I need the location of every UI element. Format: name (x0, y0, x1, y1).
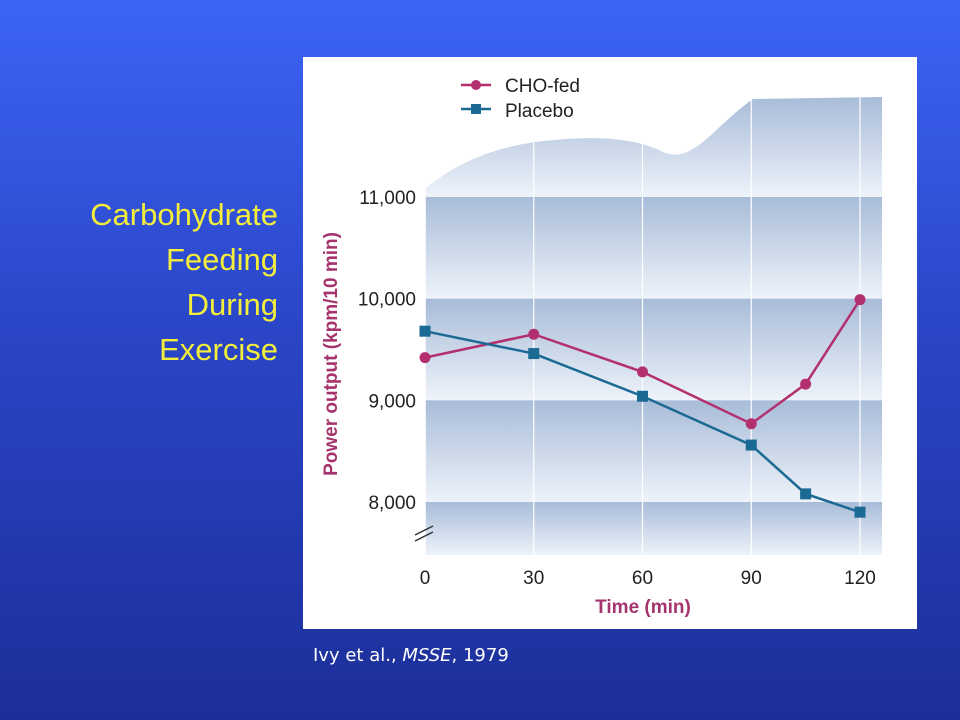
data-point-placebo (745, 439, 757, 451)
data-point-placebo (528, 348, 540, 360)
axis-break-icon (414, 525, 434, 542)
gridlines (424, 97, 861, 555)
data-point-cho-fed (419, 352, 431, 364)
plot-top-band (425, 97, 882, 197)
data-point-cho-fed (800, 378, 812, 390)
title-line: During (186, 287, 278, 322)
x-tick-label: 0 (420, 568, 431, 589)
legend-marker-cho-fed (471, 80, 481, 90)
x-axis-label: Time (min) (595, 597, 691, 618)
data-point-cho-fed (637, 366, 648, 378)
tick-labels: 8,000 9,000 10,000 11,000 0 30 60 90 120 (358, 188, 876, 589)
data-point-cho-fed (528, 328, 540, 340)
series-line-placebo (424, 329, 861, 514)
citation-authors: Ivy et al., (313, 645, 403, 666)
citation: Ivy et al., MSSE, 1979 (313, 645, 509, 666)
series-line-cho-fed (424, 299, 862, 426)
legend-marker-placebo (471, 104, 481, 114)
plot-band (425, 502, 882, 555)
plot-band (425, 400, 882, 502)
title-line: Feeding (165, 242, 278, 277)
title-line: Exercise (159, 332, 278, 367)
legend-label-placebo: Placebo (505, 101, 574, 122)
data-point-placebo (854, 506, 866, 518)
x-tick-label: 120 (844, 568, 876, 589)
data-point-placebo (637, 390, 648, 402)
citation-year: , 1979 (451, 645, 509, 666)
slide-title: Carbohydrate Feeding During Exercise (90, 192, 278, 372)
legend: CHO-fed Placebo (461, 76, 580, 122)
chart-panel: 8,000 9,000 10,000 11,000 0 30 60 90 120 CHO-fed… (303, 57, 917, 629)
data-point-placebo (419, 325, 431, 337)
y-tick-label: 10,000 (358, 290, 416, 311)
plot-band (425, 197, 882, 299)
y-tick-label: 9,000 (368, 391, 416, 412)
series-layer (419, 294, 866, 518)
y-tick-label: 11,000 (359, 188, 416, 209)
y-axis-label: Power output (kpm/10 min) (321, 232, 342, 476)
title-line: Carbohydrate (90, 197, 278, 232)
data-point-cho-fed (745, 418, 757, 430)
line-chart: 8,000 9,000 10,000 11,000 0 30 60 90 120 CHO-fed… (321, 76, 882, 618)
y-tick-label: 8,000 (368, 493, 416, 514)
x-tick-label: 30 (523, 568, 544, 589)
legend-label-cho-fed: CHO-fed (505, 76, 580, 97)
data-point-placebo (800, 488, 812, 500)
x-tick-label: 60 (632, 568, 653, 589)
data-point-cho-fed (854, 294, 866, 306)
plot-band (425, 298, 882, 401)
citation-journal: MSSE (402, 645, 452, 666)
plot-background (425, 97, 882, 555)
x-tick-label: 90 (741, 568, 762, 589)
